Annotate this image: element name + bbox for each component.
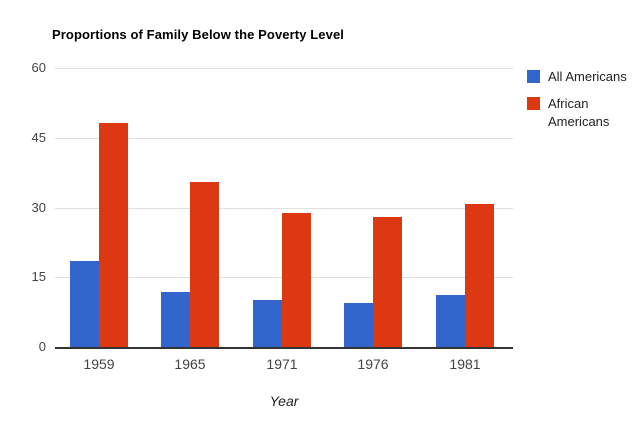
x-axis-title: Year [269, 393, 299, 409]
x-axis-tick-label: 1965 [174, 356, 206, 372]
legend-swatch [527, 97, 540, 110]
bar-african-americans-1959 [99, 123, 128, 347]
bar-african-americans-1976 [373, 217, 402, 347]
bar-african-americans-1965 [190, 182, 219, 347]
y-axis-tick-label: 15 [31, 269, 46, 284]
bar-african-americans-1981 [465, 204, 494, 347]
x-axis-tick-label: 1981 [449, 356, 481, 372]
legend-item: African Americans [527, 95, 628, 131]
legend: All Americans African Americans [527, 68, 628, 140]
bar-african-americans-1971 [282, 213, 311, 347]
y-axis-tick-label: 45 [31, 130, 46, 145]
bar-all-americans-1971 [253, 300, 282, 347]
gridline [55, 208, 513, 209]
y-axis-tick-label: 60 [31, 60, 46, 75]
bar-all-americans-1965 [161, 292, 190, 347]
gridline [55, 68, 513, 69]
gridline [55, 138, 513, 139]
y-axis-tick-label: 0 [38, 339, 46, 354]
y-axis-tick-label: 30 [31, 200, 46, 215]
legend-label: African Americans [548, 96, 610, 129]
chart-title: Proportions of Family Below the Poverty … [52, 27, 345, 42]
legend-label: All Americans [548, 69, 627, 84]
plot-area [55, 68, 513, 349]
x-axis-tick-label: 1971 [266, 356, 298, 372]
bar-all-americans-1976 [344, 303, 373, 347]
bar-all-americans-1959 [70, 261, 99, 347]
legend-swatch [527, 70, 540, 83]
x-axis-tick-label: 1976 [357, 356, 389, 372]
bar-all-americans-1981 [436, 295, 465, 347]
x-axis-tick-label: 1959 [83, 356, 115, 372]
legend-item: All Americans [527, 68, 628, 86]
